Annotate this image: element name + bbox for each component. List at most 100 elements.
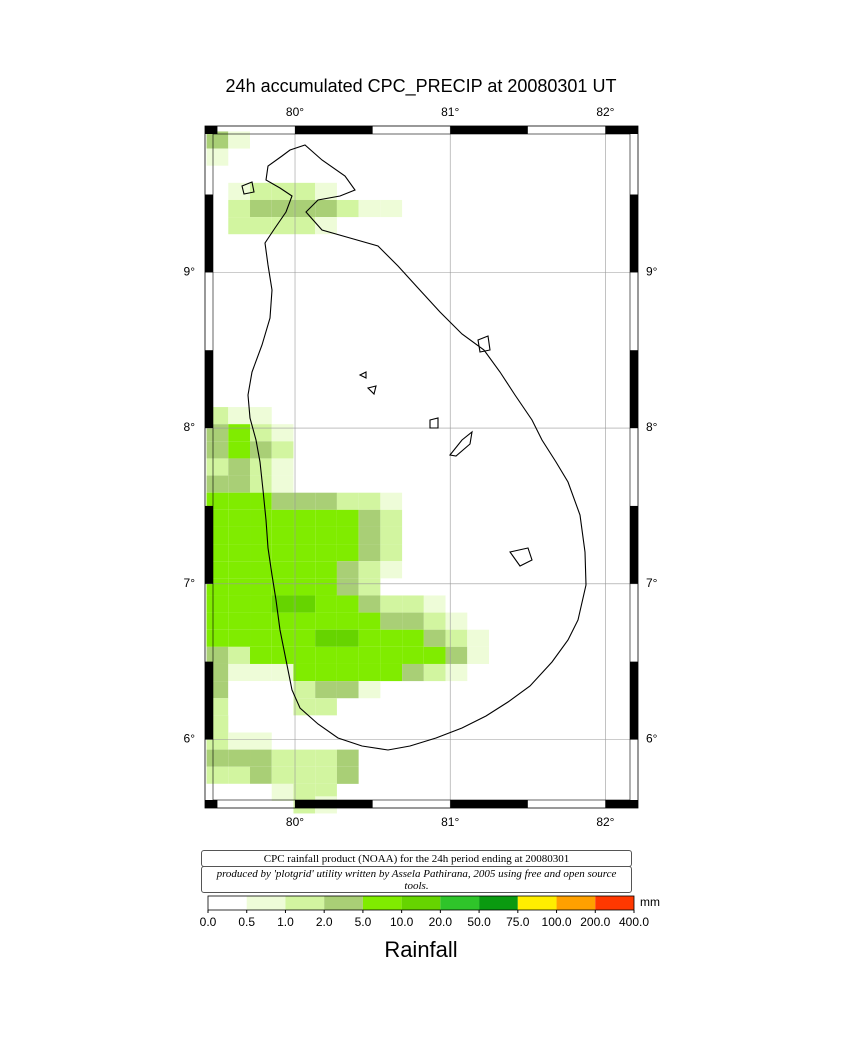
rain-cell xyxy=(336,646,359,664)
rain-cell xyxy=(271,749,294,767)
rain-cell xyxy=(271,766,294,784)
y-tick-label: 7° xyxy=(646,576,658,590)
frame-bar xyxy=(205,126,218,134)
rain-cell xyxy=(336,663,359,682)
rain-cell xyxy=(250,475,272,493)
rain-cell xyxy=(228,732,251,750)
rain-cell xyxy=(271,526,294,545)
rain-cell xyxy=(358,509,381,527)
rain-cell xyxy=(271,424,294,442)
rain-cell xyxy=(293,612,316,630)
rain-cell xyxy=(271,182,294,200)
rain-cell xyxy=(271,492,294,510)
colorbar-tick-label: 75.0 xyxy=(506,915,530,929)
colorbar-tick-label: 2.0 xyxy=(316,915,333,929)
colorbar-tick-label: 20.0 xyxy=(429,915,453,929)
rain-cell xyxy=(380,629,403,647)
rain-cell xyxy=(293,646,316,664)
y-tick-label: 9° xyxy=(184,265,196,279)
rain-cell xyxy=(250,578,272,596)
rain-cell xyxy=(250,526,272,545)
rain-cell xyxy=(206,646,229,664)
rain-cell xyxy=(228,182,251,200)
rain-cell xyxy=(336,561,359,579)
rain-cell xyxy=(271,217,294,235)
colorbar-tick-label: 400.0 xyxy=(619,915,649,929)
rain-cell xyxy=(206,475,229,493)
rain-cell xyxy=(336,578,359,596)
rain-cell xyxy=(445,663,468,682)
rain-cell xyxy=(315,217,337,235)
rain-cell xyxy=(358,595,381,613)
rain-cell xyxy=(402,595,424,613)
colorbar-tick-label: 0.5 xyxy=(238,915,255,929)
map-frame xyxy=(204,125,639,809)
note-source: CPC rainfall product (NOAA) for the 24h … xyxy=(201,850,632,867)
rain-cell xyxy=(250,509,272,527)
rain-cell xyxy=(380,199,403,218)
frame-bar xyxy=(205,350,213,429)
rain-cell xyxy=(206,595,229,613)
rain-cell xyxy=(206,148,229,166)
rain-cell xyxy=(358,629,381,647)
rain-cell xyxy=(293,749,316,767)
rain-cell xyxy=(250,681,272,699)
rain-cell xyxy=(228,578,251,596)
rain-cell xyxy=(250,766,272,784)
rain-cell xyxy=(293,766,316,784)
rain-cell xyxy=(467,629,490,647)
x-tick-label: 80° xyxy=(286,815,304,829)
coastline xyxy=(241,144,587,751)
frame-bar xyxy=(605,126,638,134)
rain-cell xyxy=(467,646,490,664)
rain-cell xyxy=(206,629,229,647)
x-tick-label: 81° xyxy=(441,815,459,829)
rain-cell xyxy=(293,578,316,596)
rain-cell xyxy=(250,663,272,682)
rain-cell xyxy=(206,458,229,476)
rain-cell xyxy=(402,612,424,630)
rain-cell xyxy=(293,492,316,510)
colorbar-swatch xyxy=(401,896,441,910)
rain-cell xyxy=(293,526,316,545)
rain-cell xyxy=(293,681,316,699)
rain-cell xyxy=(336,681,359,699)
rain-cell xyxy=(293,509,316,527)
y-tick-label: 6° xyxy=(646,732,658,746)
rain-cell xyxy=(423,663,446,682)
rain-cell xyxy=(336,199,359,218)
frame-bar xyxy=(605,800,638,808)
colorbar-swatch xyxy=(362,896,402,910)
rain-cell xyxy=(293,663,316,682)
colorbar-tick-label: 100.0 xyxy=(542,915,572,929)
frame-bar xyxy=(630,194,638,273)
rain-cell xyxy=(271,441,294,459)
colorbar-swatch xyxy=(324,896,363,910)
colorbar-swatch xyxy=(246,896,286,910)
rain-cell xyxy=(336,766,359,784)
y-tick-label: 6° xyxy=(184,732,196,746)
map-frame-inner xyxy=(212,133,631,801)
rain-cell xyxy=(228,458,251,476)
rain-cell xyxy=(250,407,272,425)
colorbar-swatch xyxy=(285,896,325,910)
rain-cell xyxy=(228,698,251,716)
rain-cell xyxy=(228,681,251,699)
rain-cell xyxy=(271,612,294,630)
rain-cell xyxy=(228,561,251,579)
rain-cell xyxy=(228,199,251,218)
frame-bar xyxy=(450,800,528,808)
colorbar-swatch xyxy=(479,896,518,910)
rain-cell xyxy=(293,544,316,562)
rain-cell xyxy=(228,407,251,425)
rain-cell xyxy=(228,783,251,801)
rain-cell xyxy=(380,526,403,545)
rain-cell xyxy=(271,783,294,801)
frame-bar xyxy=(205,800,218,808)
rain-cell xyxy=(250,698,272,716)
rain-cell xyxy=(402,663,424,682)
note-credit: produced by 'plotgrid' utility written b… xyxy=(201,866,632,893)
frame-bar xyxy=(450,126,528,134)
rain-cell xyxy=(271,544,294,562)
